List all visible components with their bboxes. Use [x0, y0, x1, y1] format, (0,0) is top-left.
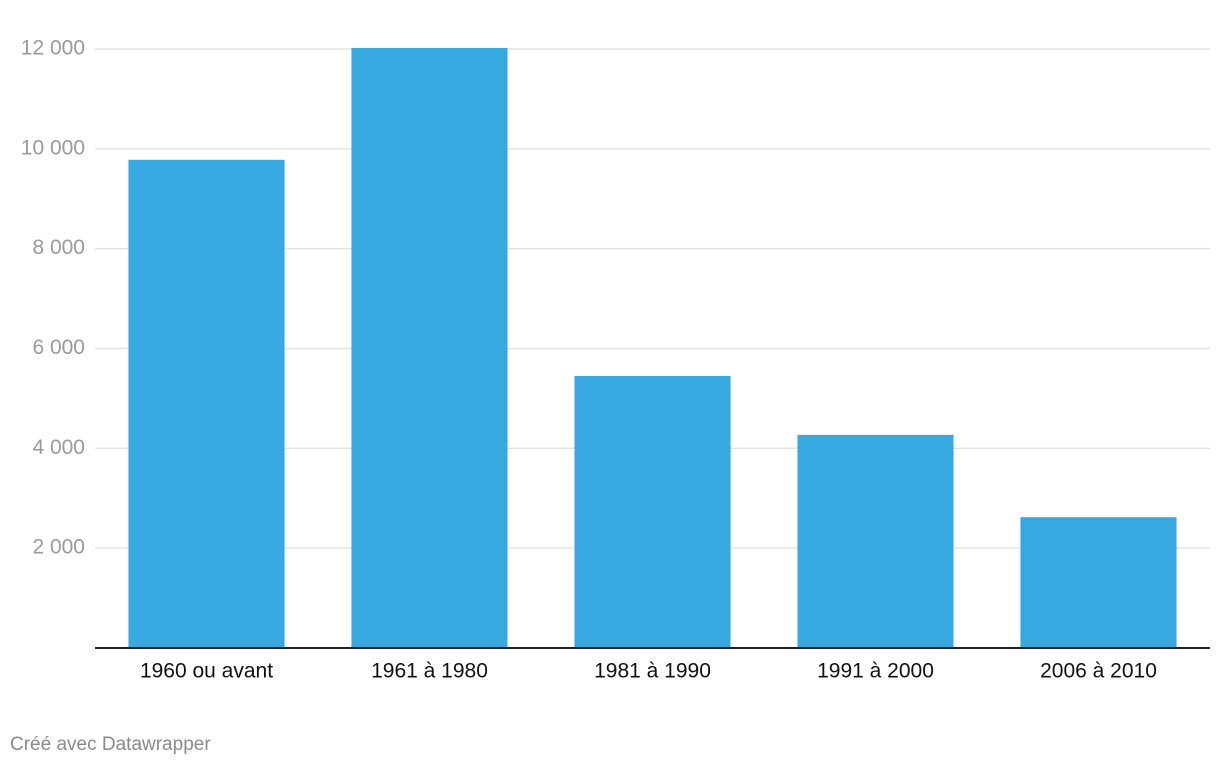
- y-tick-label: 8 000: [32, 236, 85, 259]
- bar: [797, 434, 954, 648]
- bar: [574, 375, 731, 648]
- y-tick-label: 12 000: [21, 37, 85, 60]
- x-tick-label: 1961 à 1980: [371, 660, 488, 683]
- bar: [351, 48, 508, 649]
- y-tick-label: 2 000: [32, 536, 85, 559]
- y-tick-label: 10 000: [21, 136, 85, 159]
- y-tick-label: 4 000: [32, 436, 85, 459]
- footer: Créé avec Datawrapper: [10, 734, 211, 755]
- bar: [128, 159, 285, 648]
- y-tick-label: 6 000: [32, 336, 85, 359]
- x-tick-label: 1960 ou avant: [140, 660, 273, 683]
- x-tick-label: 1991 à 2000: [817, 660, 934, 683]
- x-tick-label: 1981 à 1990: [594, 660, 711, 683]
- bar: [1020, 517, 1177, 648]
- x-tick-label: 2006 à 2010: [1040, 660, 1157, 683]
